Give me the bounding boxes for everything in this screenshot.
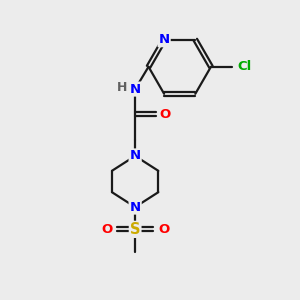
Text: O: O (158, 223, 169, 236)
Text: S: S (130, 222, 140, 237)
Text: H: H (116, 81, 127, 94)
Text: O: O (159, 108, 170, 121)
Text: N: N (130, 149, 141, 162)
Text: Cl: Cl (237, 60, 251, 73)
Text: N: N (130, 82, 141, 96)
Text: N: N (130, 201, 141, 214)
Text: N: N (159, 33, 170, 46)
Text: O: O (101, 223, 112, 236)
